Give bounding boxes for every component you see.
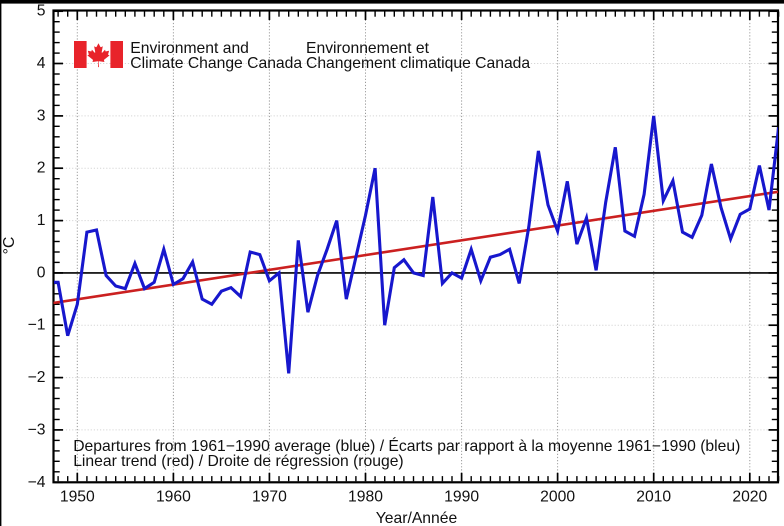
svg-text:Linear trend (red) / Droite de: Linear trend (red) / Droite de régressio…	[73, 453, 403, 470]
svg-text:−1: −1	[28, 317, 46, 334]
svg-text:2010: 2010	[636, 489, 671, 506]
svg-text:4: 4	[37, 55, 46, 72]
svg-text:3: 3	[37, 107, 46, 124]
svg-text:2: 2	[37, 160, 46, 177]
svg-text:1: 1	[37, 212, 46, 229]
svg-text:−3: −3	[28, 421, 46, 438]
svg-text:−4: −4	[28, 474, 46, 491]
svg-text:5: 5	[37, 3, 46, 20]
svg-text:Environnement et: Environnement et	[306, 40, 430, 57]
svg-text:0: 0	[37, 264, 46, 281]
svg-text:1950: 1950	[60, 489, 95, 506]
svg-text:−2: −2	[28, 369, 46, 386]
svg-text:1970: 1970	[252, 489, 287, 506]
svg-text:Environment and: Environment and	[130, 40, 249, 57]
svg-text:Year/Année: Year/Année	[376, 510, 458, 526]
svg-text:Departures from 1961−1990 aver: Departures from 1961−1990 average (blue)…	[73, 436, 740, 455]
svg-text:1980: 1980	[348, 489, 383, 506]
svg-text:2020: 2020	[732, 489, 767, 506]
svg-text:2000: 2000	[540, 489, 575, 506]
svg-text:Changement climatique Canada: Changement climatique Canada	[306, 55, 530, 72]
svg-text:1960: 1960	[156, 489, 191, 506]
svg-text:1990: 1990	[444, 489, 479, 506]
svg-text:Climate Change Canada: Climate Change Canada	[130, 55, 302, 72]
svg-text:°C: °C	[1, 237, 18, 255]
